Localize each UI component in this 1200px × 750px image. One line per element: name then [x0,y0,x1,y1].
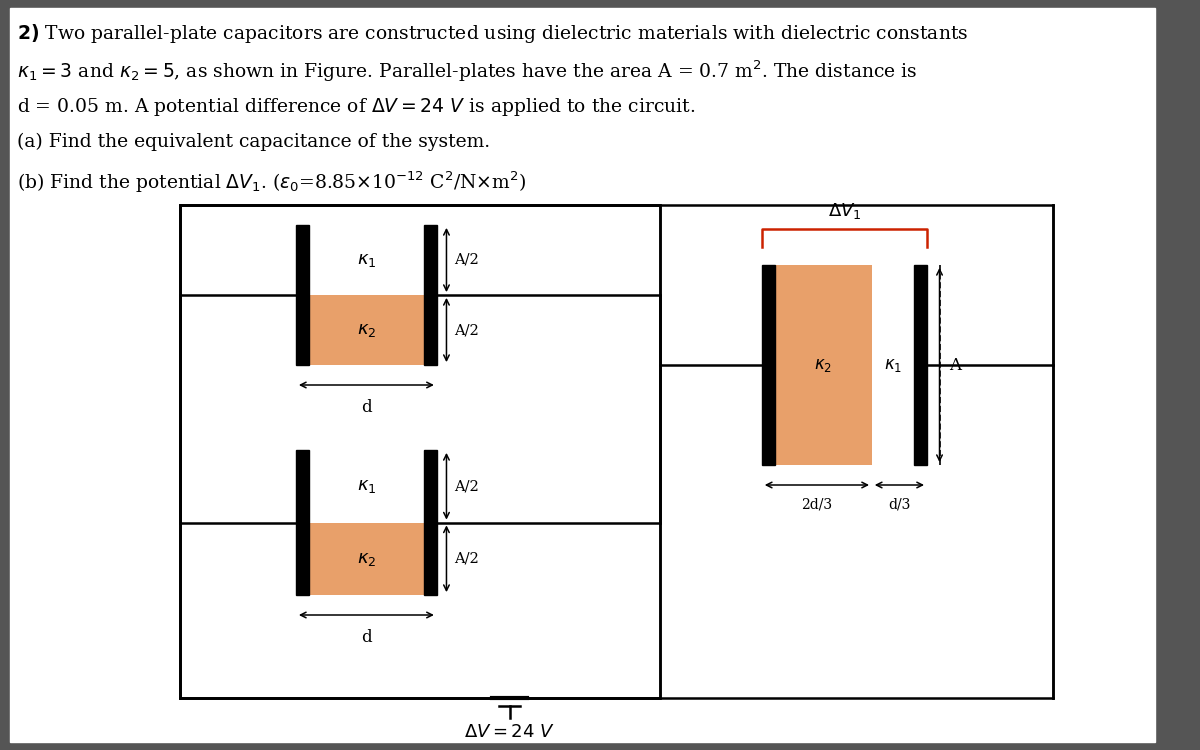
Bar [296,450,308,595]
Text: 2d/3: 2d/3 [802,498,833,512]
Bar [180,205,660,698]
Text: $\kappa_1$: $\kappa_1$ [356,477,376,495]
Text: (b) Find the potential $\Delta V_1$. ($\varepsilon_0$=8.85$\times$10$^{-12}$ C$^: (b) Find the potential $\Delta V_1$. ($\… [18,170,527,196]
Bar [762,265,774,465]
Text: d = 0.05 m. A potential difference of $\Delta V = 24\ V$ is applied to the circu: d = 0.05 m. A potential difference of $\… [18,96,696,118]
Text: A/2: A/2 [455,253,479,267]
Bar [308,450,424,523]
Bar [308,225,424,295]
Text: $\kappa_1$: $\kappa_1$ [356,251,376,269]
Bar [180,205,660,698]
Text: $\kappa_2$: $\kappa_2$ [356,550,376,568]
Text: d: d [361,399,372,416]
Text: A/2: A/2 [455,552,479,566]
Bar [424,450,437,595]
Text: $\kappa_2$: $\kappa_2$ [356,321,376,339]
Bar [872,265,914,465]
Bar [914,265,926,465]
Text: $\kappa_2$: $\kappa_2$ [814,356,833,374]
Bar [308,523,424,595]
Text: d/3: d/3 [888,498,911,512]
Bar [308,295,424,365]
Text: $\kappa_1$: $\kappa_1$ [884,356,902,374]
Text: A: A [949,356,961,374]
Bar [774,265,872,465]
Text: $\Delta V = 24\ V$: $\Delta V = 24\ V$ [464,723,554,741]
Text: (a) Find the equivalent capacitance of the system.: (a) Find the equivalent capacitance of t… [18,133,491,152]
Text: A/2: A/2 [455,323,479,337]
Text: A/2: A/2 [455,479,479,494]
Text: $\Delta V_1$: $\Delta V_1$ [828,201,862,221]
Text: $\kappa_1 = 3$ and $\kappa_2 = 5$, as shown in Figure. Parallel-plates have the : $\kappa_1 = 3$ and $\kappa_2 = 5$, as sh… [18,59,918,85]
Text: $\mathbf{2)}$ Two parallel-plate capacitors are constructed using dielectric mat: $\mathbf{2)}$ Two parallel-plate capacit… [18,22,968,45]
Text: d: d [361,629,372,646]
Bar [296,225,308,365]
Bar [424,225,437,365]
